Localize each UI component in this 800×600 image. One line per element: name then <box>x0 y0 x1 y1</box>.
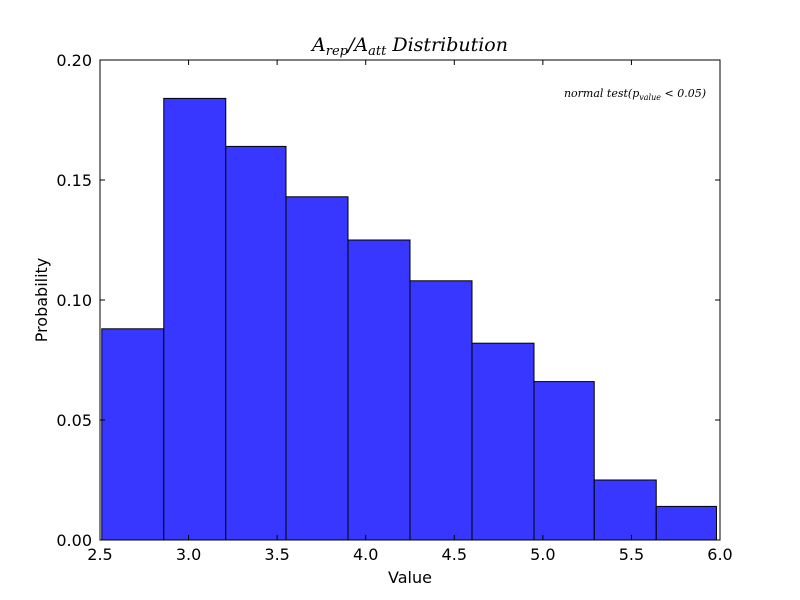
tick-labels: 2.5 3.0 3.5 4.0 4.5 5.0 5.5 6.0 0.00 0.05 0.10 0.15… <box>56 51 732 564</box>
y-tick-label: 0.10 <box>56 291 92 310</box>
x-tick-label: 4.5 <box>442 545 467 564</box>
x-tick-label: 3.5 <box>264 545 289 564</box>
y-tick-label: 0.20 <box>56 51 92 70</box>
x-tick-label: 4.0 <box>353 545 378 564</box>
x-tick-label: 3.0 <box>176 545 201 564</box>
histogram-bar-9 <box>593 479 657 541</box>
x-tick-label: 5.5 <box>619 545 644 564</box>
histogram-bar-6 <box>409 280 473 541</box>
normality-test-annotation: normal test(pvalue < 0.05) <box>564 87 706 102</box>
histogram-bars <box>101 97 717 541</box>
y-tick-label: 0.00 <box>56 531 92 550</box>
x-axis-title: Value <box>388 568 432 587</box>
histogram-bar-8 <box>533 381 595 541</box>
histogram-bar-2 <box>163 97 227 541</box>
histogram-bar-4 <box>285 196 349 541</box>
x-tick-label: 5.0 <box>530 545 555 564</box>
y-tick-label: 0.05 <box>56 411 92 430</box>
y-axis-title: Probability <box>32 258 51 343</box>
histogram-bar-10 <box>655 505 717 541</box>
histogram-bar-5 <box>347 239 411 541</box>
y-tick-label: 0.15 <box>56 171 92 190</box>
plot-frame <box>99 59 721 541</box>
histogram-bar-7 <box>471 342 535 541</box>
chart-title: Arep/Aatt Distribution <box>310 34 508 59</box>
x-tick-label: 2.5 <box>87 545 112 564</box>
histogram-bar-1 <box>101 328 165 541</box>
histogram-bar-3 <box>225 145 287 541</box>
x-tick-label: 6.0 <box>707 545 732 564</box>
